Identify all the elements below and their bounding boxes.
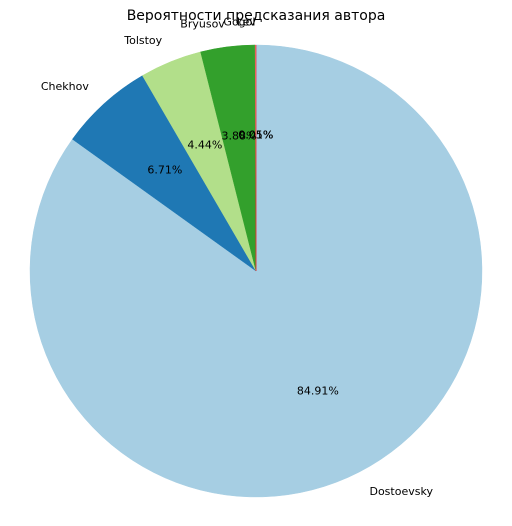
pct-label-dostoevsky: 84.91%: [297, 385, 339, 398]
chart-title: Вероятности предсказания автора: [127, 8, 386, 24]
pct-label-chekhov: 6.71%: [147, 164, 182, 177]
pct-label-tolstoy: 4.44%: [187, 138, 222, 151]
slice-label-gogol: Gogol: [223, 15, 255, 28]
pie-labels: Dostoevsky 84.91% Chekhov 6.71% Tolstoy 4.44%…: [41, 15, 434, 498]
pie-slices: [29, 44, 483, 498]
pct-label-gogol: 0.05%: [238, 128, 273, 141]
pct-label-bryusov: 3.88%: [222, 129, 257, 142]
slice-label-tolstoy: Tolstoy: [123, 34, 162, 47]
slice-label-lev: Lev: [237, 15, 257, 28]
slice-label-chekhov: Chekhov: [41, 80, 89, 93]
slice-label-dostoevsky: Dostoevsky: [369, 485, 433, 498]
slice-label-bryusov: Bryusov: [180, 17, 225, 30]
pct-label-lev: 0.01%: [238, 128, 273, 141]
